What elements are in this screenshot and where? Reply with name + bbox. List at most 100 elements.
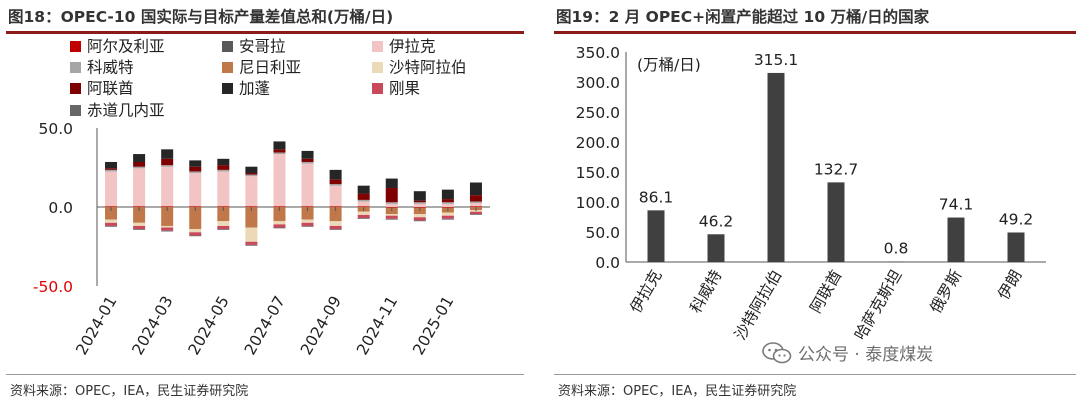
bar-segment	[105, 206, 118, 207]
bar-segment	[357, 185, 370, 194]
bar-segment	[105, 207, 118, 220]
bar-segment	[245, 227, 258, 242]
x-tick-label: 沙特阿拉伯	[731, 267, 785, 343]
bar-segment	[273, 154, 286, 207]
legend-label: 阿联酋	[87, 80, 134, 98]
bar-segment	[413, 214, 426, 218]
bar-segment	[357, 211, 370, 215]
x-tick-label: 2024-09	[297, 293, 345, 358]
data-label: 315.1	[754, 51, 798, 69]
bar-segment	[133, 168, 146, 207]
bar-segment	[189, 232, 202, 236]
bar-stack	[273, 141, 286, 229]
bar-segment	[217, 165, 230, 170]
bar-segment	[105, 219, 118, 223]
bar-stack	[413, 191, 426, 222]
bar-segment	[273, 149, 286, 153]
y-tick-label: 350.0	[576, 44, 620, 62]
bar-stack	[105, 161, 118, 227]
bar	[887, 261, 905, 263]
right-bottom-rule	[554, 374, 1076, 375]
bar-segment	[301, 206, 314, 207]
watermark: 公众号 · 泰度煤炭	[762, 340, 933, 365]
bar-segment	[217, 207, 230, 222]
bar-segment	[245, 174, 258, 177]
legend-swatch	[372, 83, 383, 94]
legend-label: 伊拉克	[389, 38, 436, 56]
right-chart-panel: 图19：2 月 OPEC+闲置产能超过 10 万桶/日的国家 (万桶/日) 0.0…	[548, 0, 1080, 401]
bar-segment	[189, 173, 202, 207]
bar-segment	[161, 227, 174, 231]
legend-item: 阿联酋	[70, 80, 134, 98]
bar-segment	[413, 191, 426, 201]
y-tick-label: 0.0	[48, 199, 73, 217]
bar-segment	[133, 207, 146, 223]
bar-segment	[301, 219, 314, 223]
bar-segment	[301, 150, 314, 159]
bar-segment	[385, 203, 398, 207]
bar-segment	[329, 179, 342, 185]
bar-segment	[441, 189, 454, 200]
bar-stack	[189, 160, 202, 237]
bar-stack	[245, 166, 258, 246]
legend-item: 加蓬	[222, 80, 270, 98]
bar-segment	[385, 215, 398, 219]
legend-swatch	[372, 41, 383, 52]
bar-segment	[329, 221, 342, 226]
bar-segment	[161, 158, 174, 166]
bar-segment	[357, 206, 370, 207]
legend-item: 安哥拉	[222, 38, 286, 56]
bar-segment	[133, 154, 146, 162]
x-tick-label: 阿联酋	[807, 267, 846, 316]
legend-item: 科威特	[70, 59, 134, 77]
bar	[767, 72, 785, 262]
bar-segment	[301, 161, 314, 164]
bar-segment	[301, 222, 314, 226]
bar-segment	[217, 225, 230, 230]
bar-segment	[217, 206, 230, 207]
bar	[1007, 232, 1025, 262]
bar-segment	[273, 221, 286, 225]
y-tick-label: 100.0	[576, 194, 620, 212]
right-source-note: 资料来源：OPEC，IEA，民生证券研究院	[558, 384, 797, 399]
bar-segment	[217, 169, 230, 172]
bar-segment	[469, 182, 482, 196]
bar-segment	[273, 206, 286, 207]
y-tick-label: 250.0	[576, 104, 620, 122]
bar-segment	[413, 217, 426, 221]
y-tick-label: -50.0	[33, 278, 73, 296]
bar-segment	[105, 222, 118, 226]
left-chart-title: 图18：OPEC-10 国实际与目标产量差值总和(万桶/日)	[8, 8, 394, 26]
bar-segment	[189, 229, 202, 233]
bar-segment	[273, 224, 286, 228]
legend-item: 赤道几内亚	[70, 102, 165, 120]
bar-segment	[105, 168, 118, 170]
bar-segment	[217, 171, 230, 207]
bar-segment	[329, 169, 342, 180]
bar-segment	[105, 161, 118, 169]
bar-segment	[469, 214, 482, 215]
bar-segment	[413, 203, 426, 207]
data-label: 74.1	[939, 196, 974, 214]
bar-segment	[469, 203, 482, 207]
bar-segment	[413, 200, 426, 203]
bar-stack	[161, 149, 174, 232]
bar-segment	[133, 229, 146, 230]
bar-segment	[469, 201, 482, 204]
legend-item: 沙特阿拉伯	[372, 59, 467, 77]
bar-segment	[357, 199, 370, 202]
legend-swatch	[372, 62, 383, 73]
bar-segment	[301, 163, 314, 207]
bar-segment	[301, 158, 314, 162]
bar-segment	[161, 230, 174, 232]
left-bottom-rule	[6, 374, 524, 375]
bar-segment	[161, 206, 174, 207]
bar-segment	[385, 188, 398, 203]
left-source-note: 资料来源：OPEC，IEA，民生证券研究院	[10, 384, 249, 399]
x-tick-label: 2024-03	[129, 293, 177, 358]
bar-segment	[133, 225, 146, 230]
data-label: 49.2	[999, 210, 1034, 228]
right-chart-svg: (万桶/日) 0.0 50.0 100.0 150.0 200.0 250.0 300.0 35…	[576, 44, 1046, 343]
bar	[647, 210, 665, 262]
data-label: 86.1	[639, 188, 674, 206]
